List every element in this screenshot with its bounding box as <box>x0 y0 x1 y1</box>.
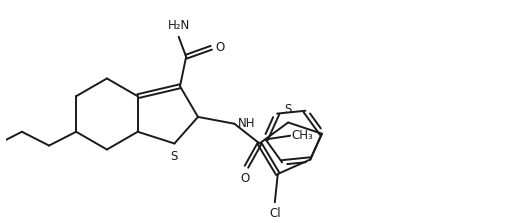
Text: H₂N: H₂N <box>168 19 190 32</box>
Text: O: O <box>215 41 224 54</box>
Text: Cl: Cl <box>269 207 281 220</box>
Text: CH₃: CH₃ <box>291 129 314 142</box>
Text: S: S <box>284 103 292 116</box>
Text: NH: NH <box>238 117 256 130</box>
Text: S: S <box>171 150 178 163</box>
Text: O: O <box>241 172 250 185</box>
